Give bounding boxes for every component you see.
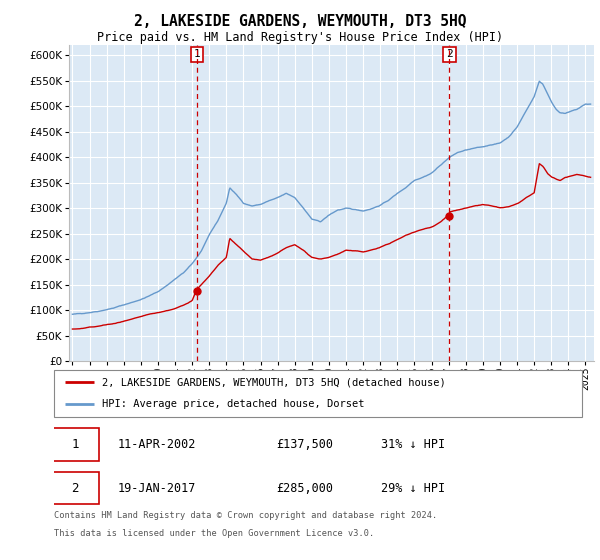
Text: 11-APR-2002: 11-APR-2002	[118, 438, 196, 451]
Text: 2, LAKESIDE GARDENS, WEYMOUTH, DT3 5HQ (detached house): 2, LAKESIDE GARDENS, WEYMOUTH, DT3 5HQ (…	[101, 377, 445, 388]
Text: 2: 2	[446, 49, 453, 59]
Text: Price paid vs. HM Land Registry's House Price Index (HPI): Price paid vs. HM Land Registry's House …	[97, 31, 503, 44]
Text: £137,500: £137,500	[276, 438, 333, 451]
Text: HPI: Average price, detached house, Dorset: HPI: Average price, detached house, Dors…	[101, 399, 364, 409]
Text: 2: 2	[71, 482, 79, 494]
Text: 19-JAN-2017: 19-JAN-2017	[118, 482, 196, 494]
FancyBboxPatch shape	[52, 472, 99, 505]
Text: £285,000: £285,000	[276, 482, 333, 494]
Text: 2, LAKESIDE GARDENS, WEYMOUTH, DT3 5HQ: 2, LAKESIDE GARDENS, WEYMOUTH, DT3 5HQ	[134, 14, 466, 29]
Text: 31% ↓ HPI: 31% ↓ HPI	[382, 438, 445, 451]
Text: 1: 1	[71, 438, 79, 451]
Text: 1: 1	[194, 49, 200, 59]
FancyBboxPatch shape	[52, 428, 99, 460]
Text: 29% ↓ HPI: 29% ↓ HPI	[382, 482, 445, 494]
Text: This data is licensed under the Open Government Licence v3.0.: This data is licensed under the Open Gov…	[54, 529, 374, 538]
Text: Contains HM Land Registry data © Crown copyright and database right 2024.: Contains HM Land Registry data © Crown c…	[54, 511, 437, 520]
